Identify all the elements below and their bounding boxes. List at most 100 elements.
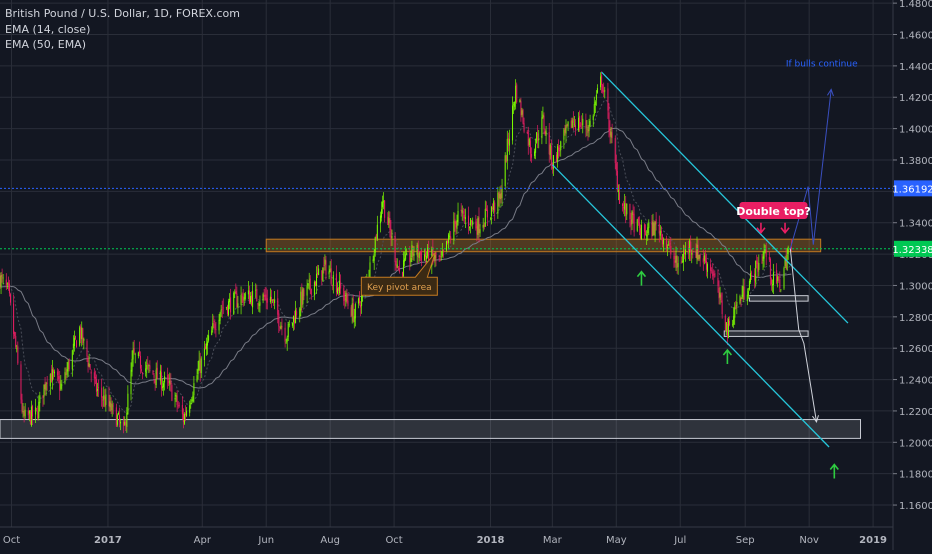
support-zone (0, 419, 862, 439)
candle-body (383, 200, 385, 203)
price-tick-label: 1.42000 (899, 93, 932, 104)
candle-body (74, 335, 76, 339)
candle-body (439, 255, 441, 257)
candle-body (154, 379, 156, 383)
candle-body (472, 221, 474, 225)
candle-body (790, 246, 792, 249)
candle-body (726, 323, 728, 338)
candle-body (93, 372, 95, 379)
candle-body (240, 295, 242, 305)
candle-body (426, 256, 428, 259)
candle-body (324, 259, 326, 265)
candle-body (375, 234, 377, 239)
candle-body (310, 288, 312, 295)
candle-body (145, 368, 147, 372)
indicator-ema-50[interactable]: EMA (50, EMA) (5, 38, 87, 51)
candle-body (755, 260, 757, 283)
candle-body (65, 373, 67, 375)
candle-body (277, 298, 279, 315)
candle-body (295, 309, 297, 323)
candle-body (651, 220, 653, 237)
candle-body (255, 289, 257, 291)
candle-body (38, 401, 40, 419)
candle-body (681, 261, 683, 263)
candle-body (654, 221, 656, 237)
candle-body (244, 293, 246, 300)
candle-body (5, 279, 7, 286)
candle-body (446, 240, 447, 251)
candle-body (703, 255, 705, 261)
candle-body (468, 215, 470, 227)
candle-body (425, 252, 427, 257)
candle-body (181, 405, 183, 415)
candle-body (229, 298, 231, 303)
candle-body (329, 269, 331, 273)
candle-body (470, 218, 472, 226)
time-tick-label: Nov (799, 535, 819, 546)
candle-body (76, 340, 78, 348)
candle-body (220, 309, 222, 312)
candle-body (423, 254, 425, 261)
candle-body (626, 203, 628, 215)
candle-body (42, 395, 44, 399)
candle-body (483, 224, 485, 228)
last-price-badge-box (894, 240, 932, 257)
time-tick-label: Aug (320, 535, 340, 546)
time-tick-label: Sep (736, 535, 755, 546)
candle-body (441, 251, 443, 256)
candle-body (300, 291, 302, 311)
candle-body (89, 364, 91, 370)
candle-body (748, 280, 750, 290)
candle-body (592, 115, 594, 121)
candle-body (773, 272, 775, 285)
candle-body (347, 300, 349, 306)
candle-body (147, 362, 149, 365)
candle-body (538, 139, 540, 140)
candle-body (405, 254, 407, 260)
candle-body (381, 209, 383, 218)
symbol-title[interactable]: British Pound / U.S. Dollar, 1D, FOREX.c… (5, 7, 240, 20)
candle-body (608, 112, 610, 131)
candle-body (673, 255, 675, 260)
channel-lower-line (551, 164, 830, 448)
candle-body (242, 295, 244, 303)
candle-body (522, 109, 524, 124)
candle-body (345, 292, 347, 302)
candle-body (153, 375, 155, 378)
candle-body (170, 380, 172, 384)
candle-body (674, 260, 676, 263)
candle-body (434, 254, 436, 260)
candle-body (689, 240, 691, 253)
candle-body (299, 308, 301, 318)
candle-body (666, 238, 668, 249)
candle-body (662, 239, 664, 245)
indicator-ema-14[interactable]: EMA (14, close) (5, 22, 91, 36)
candle-body (98, 387, 100, 389)
candle-body (491, 206, 493, 217)
candle-body (83, 339, 85, 341)
candle-body (174, 398, 176, 400)
candle-body (398, 268, 400, 272)
candle-body (602, 84, 604, 92)
candle-body (475, 221, 477, 229)
support-zone (723, 330, 809, 337)
candle-body (296, 311, 298, 316)
candle-body (117, 412, 119, 415)
candle-body (428, 247, 430, 265)
candle-body (680, 262, 682, 264)
candle-body (7, 282, 9, 286)
candle-body (655, 219, 657, 225)
candle-body (102, 399, 104, 401)
candle-body (218, 319, 220, 331)
candle-body (330, 268, 332, 284)
candle-body (550, 145, 552, 166)
candle-body (692, 251, 694, 253)
candle-body (200, 358, 202, 373)
candle-body (648, 222, 650, 228)
candle-body (317, 272, 319, 275)
candle-body (269, 296, 271, 303)
candle-body (593, 104, 595, 115)
candle-body (270, 297, 272, 301)
